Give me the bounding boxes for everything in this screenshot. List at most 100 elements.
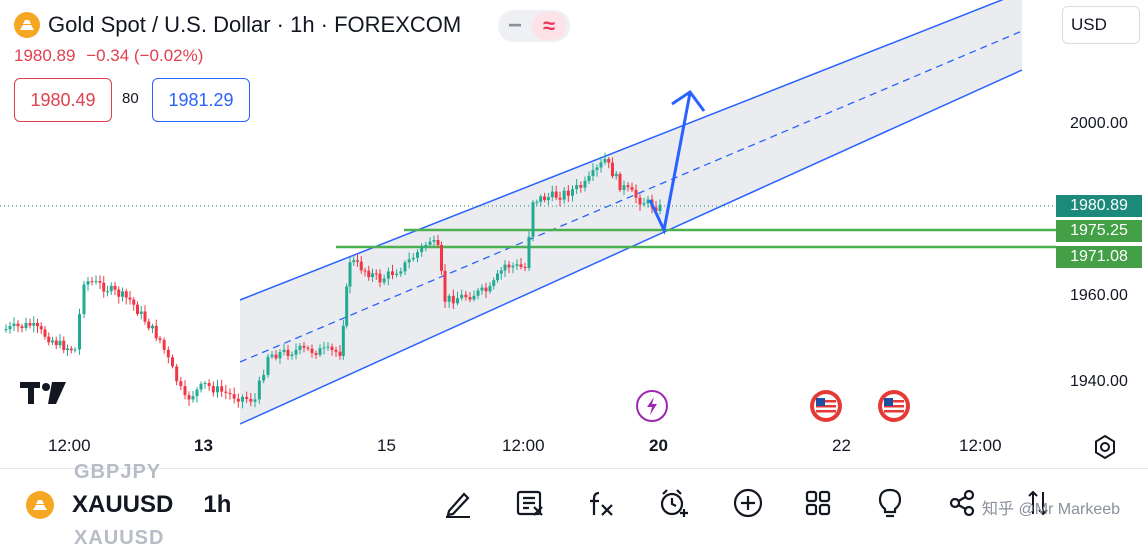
candle-body	[539, 196, 543, 202]
symbol-ticker: XAUUSD	[72, 491, 174, 518]
candle-body	[503, 264, 507, 271]
candle-body	[607, 158, 611, 163]
alert-clock-icon[interactable]	[656, 485, 692, 521]
projection-arrowhead	[671, 89, 706, 112]
candle-body	[203, 383, 207, 385]
candle-body	[371, 273, 374, 278]
spread-value: 80	[122, 90, 139, 107]
us-economic-event-icon[interactable]	[878, 390, 910, 422]
layout-grid-icon[interactable]	[800, 485, 836, 521]
candle-body	[266, 356, 270, 375]
candle-body	[199, 383, 203, 390]
dividend-event-icon[interactable]	[636, 390, 668, 422]
price-tick: 1960.00	[1070, 287, 1128, 304]
symbol-selector[interactable]: XAUUSD 1h	[26, 491, 231, 519]
candle-body	[224, 391, 228, 393]
candle-body	[90, 281, 94, 283]
scroll-ghost-symbol: XAUUSD	[74, 527, 165, 549]
idea-lightbulb-icon[interactable]	[872, 485, 908, 521]
quote-line: 1980.89 −0.34 (−0.02%)	[14, 46, 209, 66]
candle-body	[278, 352, 282, 359]
support-price-label: 1971.08	[1056, 246, 1142, 268]
candle-body	[546, 197, 550, 201]
support-price-label: 1975.25	[1056, 220, 1142, 242]
candle-body	[488, 285, 492, 292]
candle-body	[290, 354, 294, 356]
buy-ask-button[interactable]: 1981.29	[152, 78, 250, 122]
candle-body	[603, 158, 607, 163]
candle-body	[207, 383, 211, 387]
us-economic-event-icon[interactable]	[810, 390, 842, 422]
candle-body	[359, 261, 363, 271]
candle-body	[554, 191, 558, 198]
candle-body	[117, 289, 121, 297]
candlestick-series	[4, 152, 662, 409]
projection-arrow[interactable]	[648, 92, 692, 235]
candle-body	[515, 264, 519, 266]
candle-body	[158, 338, 162, 340]
candle-body	[73, 349, 77, 351]
candle-body	[124, 291, 128, 298]
candle-body	[356, 260, 359, 262]
timeframe-selector[interactable]: 1h	[203, 491, 232, 518]
currency-selector[interactable]: USD	[1062, 6, 1140, 44]
chart-settings-gear-icon[interactable]	[1092, 434, 1118, 465]
candle-body	[566, 190, 570, 196]
candle-body	[638, 197, 642, 205]
price-chart[interactable]	[0, 0, 1148, 468]
edit-list-icon[interactable]	[512, 485, 548, 521]
wave-toggle-button[interactable]: ≈	[532, 12, 566, 40]
candle-body	[484, 287, 488, 292]
time-tick: 15	[377, 436, 396, 455]
candle-body	[622, 185, 626, 190]
candle-body	[519, 264, 523, 268]
candle-body	[399, 271, 403, 274]
chart-style-pill[interactable]: − ≈	[498, 10, 570, 42]
candle-body	[121, 291, 124, 297]
channel-median-line[interactable]	[239, 30, 1023, 363]
sell-bid-button[interactable]: 1980.49	[14, 78, 112, 122]
candle-body	[507, 264, 511, 268]
bottom-toolbar: GBPJPY XAUUSD XAUUSD 1h 知乎 @Mr Markeeb	[0, 461, 1148, 549]
candle-body	[232, 394, 236, 399]
candle-body	[183, 386, 187, 396]
candle-body	[228, 392, 232, 395]
candle-body	[294, 349, 298, 355]
candle-body	[527, 236, 531, 268]
add-circle-icon[interactable]	[730, 485, 766, 521]
candle-body	[179, 381, 183, 387]
candle-body	[654, 207, 658, 212]
candle-body	[51, 340, 54, 343]
candle-body	[630, 187, 634, 190]
candle-body	[136, 304, 139, 314]
candle-body	[345, 286, 349, 326]
collapse-button[interactable]: −	[507, 12, 522, 39]
candle-body	[322, 347, 326, 349]
share-icon[interactable]	[944, 485, 980, 521]
last-price: 1980.89	[14, 46, 76, 65]
candle-body	[175, 366, 179, 382]
candle-body	[24, 323, 28, 329]
candle-body	[4, 329, 8, 331]
gold-symbol-icon	[14, 12, 40, 38]
candle-body	[395, 273, 399, 276]
candle-body	[241, 396, 244, 402]
candle-body	[338, 351, 342, 356]
candle-body	[511, 265, 515, 268]
compare-arrows-icon[interactable]	[1020, 485, 1056, 521]
candle-body	[253, 399, 257, 402]
candle-body	[151, 325, 154, 329]
candle-body	[583, 180, 587, 188]
candle-body	[626, 185, 630, 188]
time-tick: 12:00	[48, 436, 91, 455]
chart-header[interactable]: Gold Spot / U.S. Dollar · 1h · FOREXCOM	[14, 10, 461, 40]
candle-body	[128, 297, 132, 300]
indicators-fx-icon[interactable]	[584, 485, 620, 521]
drawing-pen-icon[interactable]	[440, 485, 476, 521]
channel-upper-line[interactable]	[239, 0, 1022, 301]
candle-body	[468, 297, 472, 300]
candle-body	[456, 298, 459, 304]
candle-body	[634, 189, 638, 198]
candle-body	[386, 271, 390, 279]
candle-body	[599, 162, 603, 168]
